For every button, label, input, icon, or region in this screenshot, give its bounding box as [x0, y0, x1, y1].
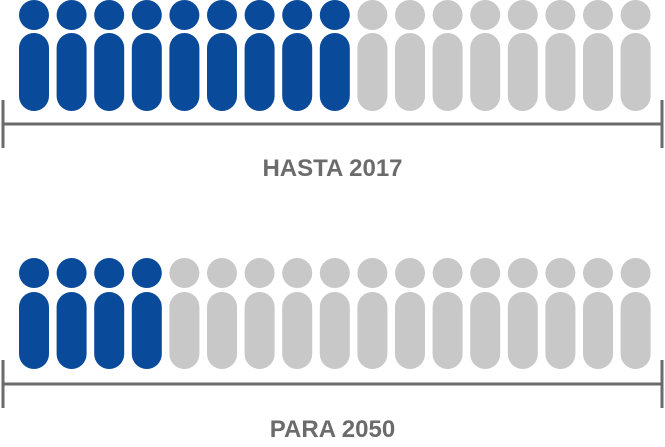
person-icon	[244, 258, 275, 369]
person-icon	[282, 258, 313, 369]
person-icon	[94, 258, 125, 369]
person-icon	[620, 0, 651, 111]
person-icon	[395, 0, 425, 111]
person-icon	[19, 258, 49, 369]
person-icon	[620, 258, 651, 369]
person-icon	[470, 258, 501, 369]
person-icon	[282, 0, 313, 111]
person-icon	[169, 0, 200, 111]
person-icon	[545, 0, 576, 111]
person-icon	[56, 0, 87, 111]
bracket-2050	[1, 360, 664, 408]
person-icon	[131, 0, 162, 111]
bracket-2017	[1, 100, 664, 148]
person-icon	[545, 258, 576, 369]
person-icon	[507, 258, 538, 369]
person-icon	[131, 258, 162, 369]
person-icon	[395, 258, 425, 369]
person-icon	[94, 0, 125, 111]
person-icon	[207, 258, 237, 369]
person-icon	[357, 0, 388, 111]
person-icon	[169, 258, 200, 369]
person-icon	[583, 0, 613, 111]
person-icon	[507, 0, 538, 111]
person-icon	[583, 258, 613, 369]
pictogram-row-2017	[19, 0, 651, 111]
person-icon	[357, 258, 388, 369]
person-icon	[19, 0, 49, 111]
label-hasta-2017: HASTA 2017	[262, 155, 403, 182]
person-icon	[432, 258, 463, 369]
person-icon	[244, 0, 275, 111]
person-icon	[470, 0, 501, 111]
person-icon	[432, 0, 463, 111]
pictogram-row-2050	[19, 258, 651, 369]
person-icon	[56, 258, 87, 369]
person-icon	[207, 0, 237, 111]
person-icon	[319, 0, 350, 111]
person-icon	[319, 258, 350, 369]
label-para-2050: PARA 2050	[269, 416, 396, 443]
